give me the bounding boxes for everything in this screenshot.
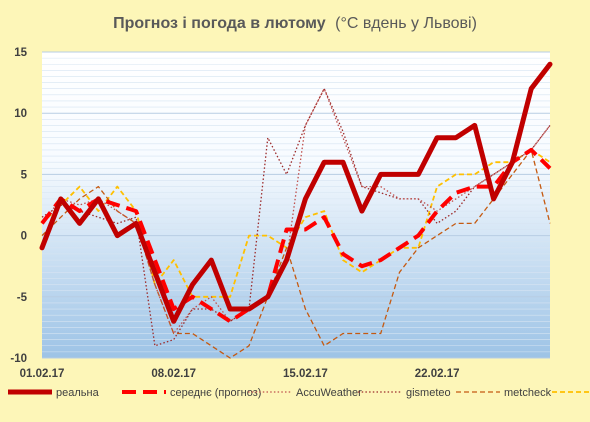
series-line-accuweather (41, 88, 551, 335)
series-line-реальна (39, 61, 553, 324)
y-axis-ticks: -10 -5 0 5 10 15 (10, 47, 27, 365)
x-tick-label: 01.02.17 (20, 368, 65, 380)
chart-title-sub: (°C вдень у Львові) (335, 15, 477, 32)
series-lines (39, 61, 553, 359)
y-tick-label: 5 (21, 169, 28, 181)
legend-label: metcheck (504, 387, 552, 399)
legend-label: AccuWeather (296, 387, 362, 399)
x-tick-label: 15.02.17 (283, 368, 328, 380)
legend: реальна середнє (прогноз) AccuWeather gisme… (8, 387, 590, 399)
x-tick-label: 08.02.17 (151, 368, 196, 380)
legend-label: середнє (прогноз) (170, 387, 261, 399)
chart-title-main: Прогноз і погода в лютому (113, 15, 326, 32)
y-tick-label: 15 (14, 47, 27, 59)
y-tick-label: 10 (14, 108, 27, 120)
legend-label: gismeteo (406, 387, 451, 399)
x-tick-label: 22.02.17 (415, 368, 460, 380)
series-line-interia (41, 148, 551, 298)
x-axis-ticks: 01.02.17 08.02.17 15.02.17 22.02.17 (20, 368, 460, 380)
gridlines (42, 51, 550, 359)
y-tick-label: -5 (17, 292, 28, 304)
y-tick-label: -10 (10, 353, 27, 365)
chart-title: Прогноз і погода в лютому (°C вдень у Ль… (113, 15, 477, 32)
y-tick-label: 0 (21, 231, 27, 243)
series-line-metcheck (41, 149, 551, 359)
legend-label: реальна (56, 387, 100, 399)
